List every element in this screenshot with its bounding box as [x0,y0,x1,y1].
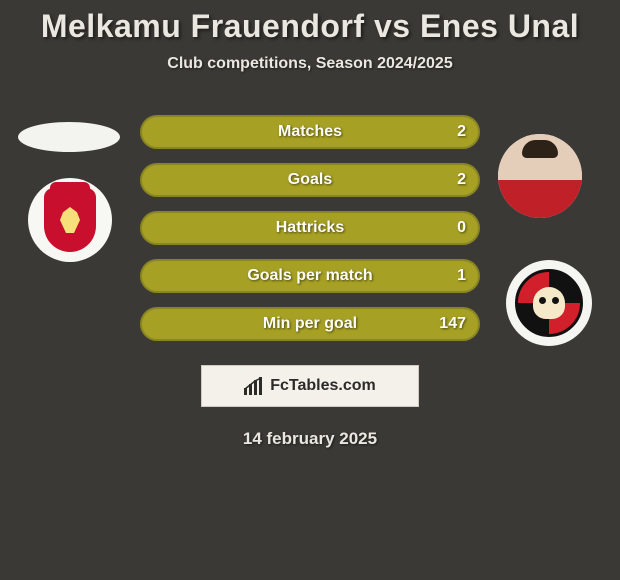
stat-row-goals: Goals 2 [140,163,480,197]
stat-value-right: 147 [439,315,466,333]
player-right-avatar [498,134,582,218]
club-left-badge [28,178,112,262]
stat-value-right: 1 [457,267,466,285]
stat-label: Matches [278,123,342,141]
stat-row-matches: Matches 2 [140,115,480,149]
player-photo-icon [498,134,582,218]
stat-label: Goals per match [247,267,372,285]
stat-label: Goals [288,171,332,189]
liverpool-crest-icon [44,188,96,252]
stat-value-right: 2 [457,171,466,189]
stat-label: Min per goal [263,315,357,333]
bournemouth-crest-icon [515,269,583,337]
bars-icon [244,377,264,395]
stat-row-goals-per-match: Goals per match 1 [140,259,480,293]
page-subtitle: Club competitions, Season 2024/2025 [0,55,620,73]
stat-row-hattricks: Hattricks 0 [140,211,480,245]
comparison-card: Melkamu Frauendorf vs Enes Unal Club com… [0,0,620,449]
stat-row-min-per-goal: Min per goal 147 [140,307,480,341]
watermark-box: FcTables.com [201,365,419,407]
player-left-avatar [18,122,120,152]
stat-value-right: 2 [457,123,466,141]
page-title: Melkamu Frauendorf vs Enes Unal [0,8,620,45]
stat-label: Hattricks [276,219,344,237]
watermark-text: FcTables.com [270,377,376,395]
club-right-badge [506,260,592,346]
date-text: 14 february 2025 [0,429,620,449]
stat-value-right: 0 [457,219,466,237]
